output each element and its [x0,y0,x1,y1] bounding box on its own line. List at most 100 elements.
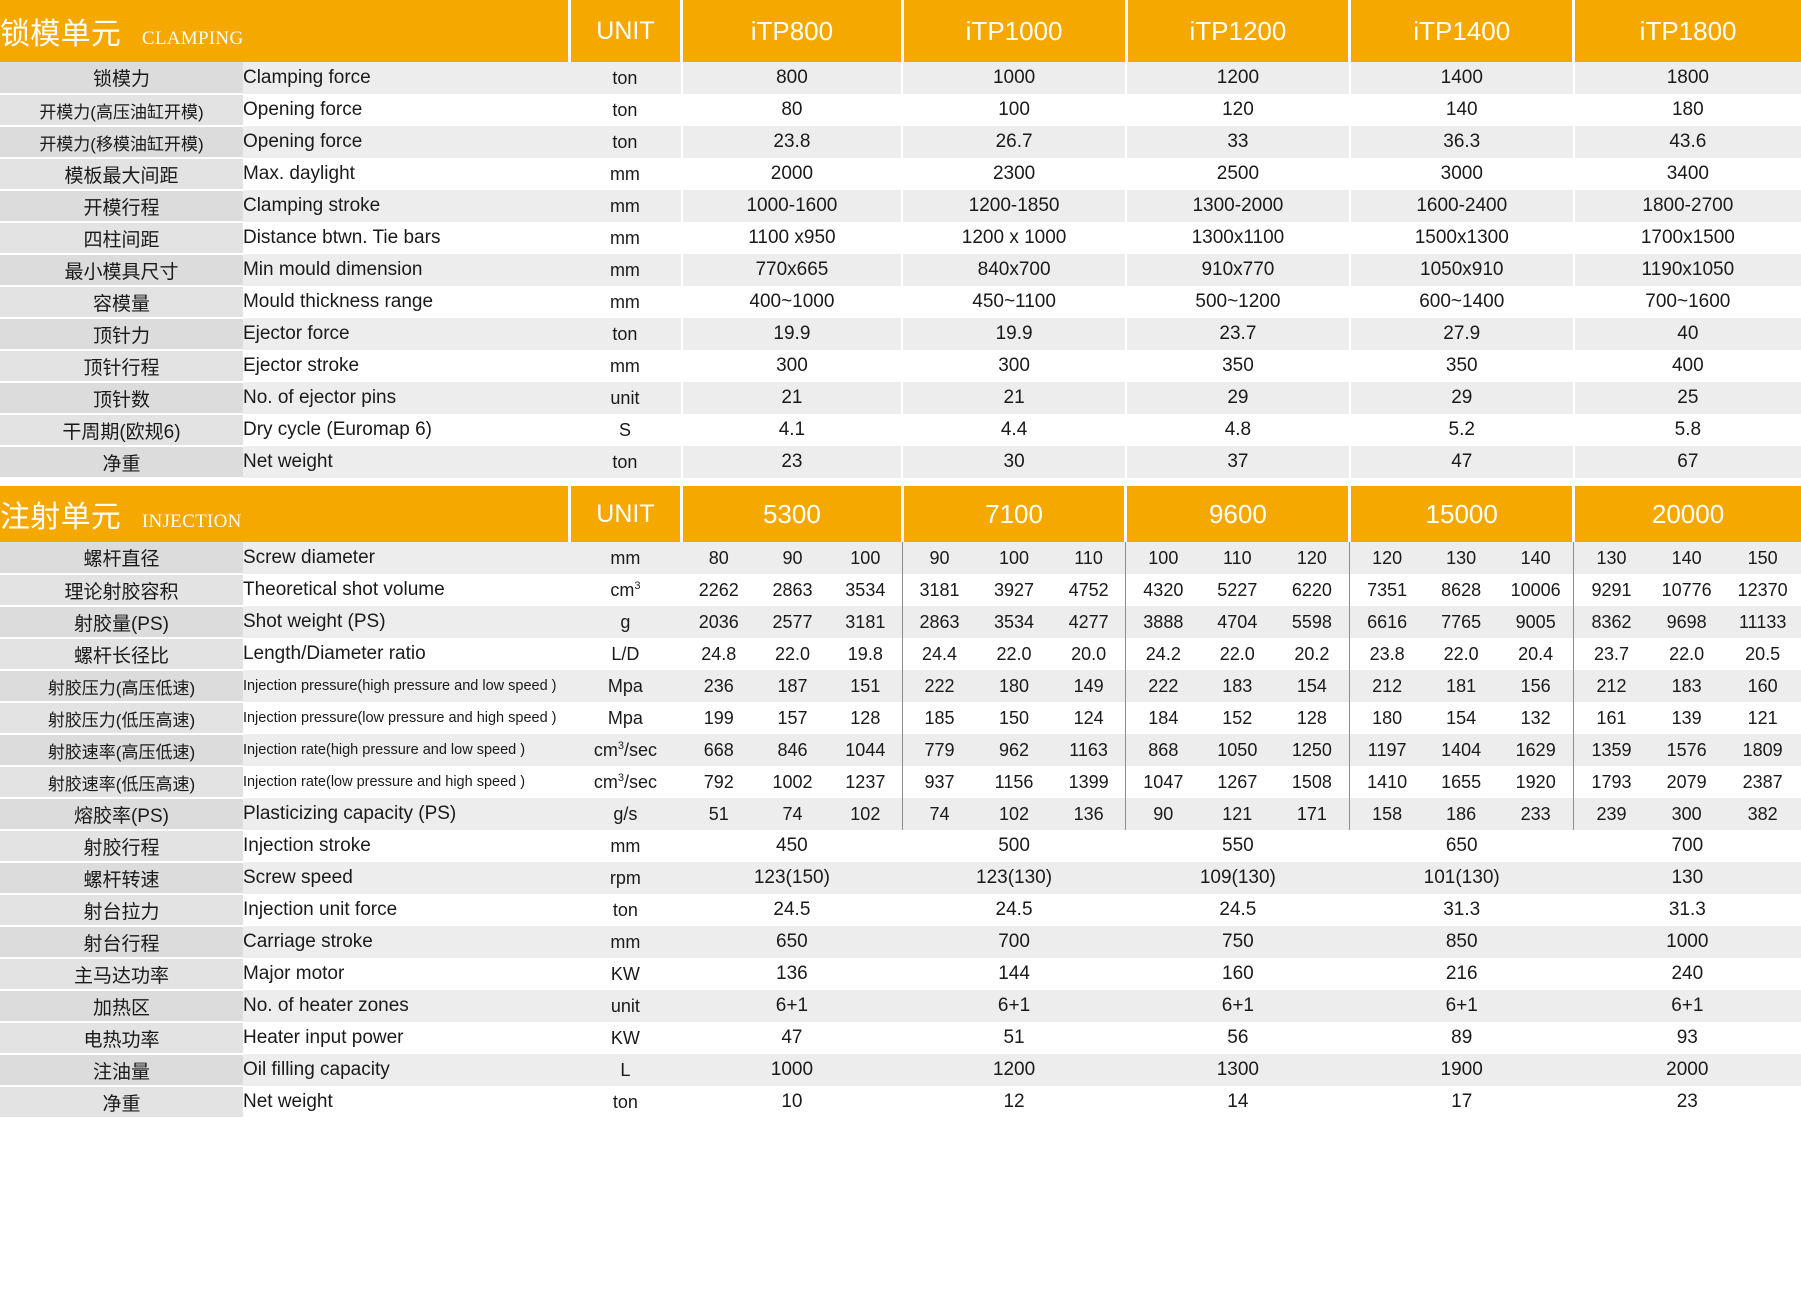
cell-value: 20.0 [1051,638,1126,670]
table-row: 理论射胶容积 Theoretical shot volume cm3 2262 2863… [0,574,1801,607]
cell-value: 3534 [829,574,903,606]
injection-model-header-3: 15000 [1348,486,1574,542]
row-label-cn: 电热功率 [0,1022,243,1055]
cell-value: 10 [681,1086,903,1118]
row-label-cn: 射胶量(PS) [0,606,243,639]
cell-value: 19.9 [901,318,1126,350]
row-label-cn: 螺杆转速 [0,862,243,895]
row-label-cn: 容模量 [0,286,243,319]
cell-value: 1047 [1125,766,1201,798]
row-label-en: Injection pressure(high pressure and low… [242,670,570,702]
cell-value: 222 [901,670,977,702]
cell-value: 100 [829,542,903,574]
cell-value: 1000 [1573,926,1801,958]
cell-value: 1050x910 [1348,254,1574,286]
cell-value: 43.6 [1572,126,1801,158]
cell-value: 1800-2700 [1572,190,1801,222]
cell-value: 74 [755,798,830,830]
injection-title-cn: 注射单元 [0,501,122,534]
injection-title-en: INJECTION [141,511,242,532]
table-row: 射胶压力(高压低速) Injection pressure(high pressu… [0,670,1801,703]
cell-value: 130 [1573,862,1801,894]
row-label-cn: 锁模力 [0,62,243,95]
cell-value: 770x665 [680,254,903,286]
cell-value: 152 [1200,702,1275,734]
cell-value: 1002 [755,766,830,798]
cell-value: 14 [1125,1086,1350,1118]
cell-value: 5.8 [1572,414,1801,446]
cell-value: 9698 [1648,606,1725,638]
cell-value: 109(130) [1125,862,1350,894]
table-row: 模板最大间距 Max. daylight mm 2000 2300 2500 3000 340… [0,158,1801,191]
cell-value: 24.2 [1125,638,1201,670]
cell-value: 1267 [1200,766,1275,798]
cell-value: 1576 [1648,734,1725,766]
cell-value: 6+1 [1125,990,1350,1022]
row-unit: ton [569,318,682,350]
cell-value: 80 [681,542,756,574]
table-row: 容模量 Mould thickness range mm 400~1000 450~11… [0,286,1801,319]
clamping-section-header: 锁模单元 CLAMPING UNIT iTP800 iTP1000 iTP120… [0,0,1801,62]
row-label-en: Net weight [242,446,570,478]
cell-value: 2262 [681,574,756,606]
cell-value: 4320 [1125,574,1201,606]
cell-value: 128 [1274,702,1350,734]
row-unit: unit [569,990,682,1022]
clamping-spec-table: 锁模单元 CLAMPING UNIT iTP800 iTP1000 iTP120… [0,0,1801,479]
cell-value: 1600-2400 [1348,190,1574,222]
cell-value: 1399 [1051,766,1126,798]
cell-value: 9291 [1573,574,1649,606]
cell-value: 36.3 [1348,126,1574,158]
row-unit: mm [569,286,682,318]
cell-value: 74 [901,798,977,830]
cell-value: 12 [902,1086,1126,1118]
cell-value: 110 [1051,542,1126,574]
table-row: 开模力(移模油缸开模) Opening force ton 23.8 26.7 33 36.… [0,126,1801,159]
cell-value: 2036 [681,606,756,638]
cell-value: 350 [1125,350,1350,382]
cell-value: 102 [829,798,903,830]
cell-value: 1629 [1498,734,1574,766]
cell-value: 157 [755,702,830,734]
table-row: 开模行程 Clamping stroke mm 1000-1600 1200-1850 1… [0,190,1801,223]
cell-value: 24.5 [1125,894,1350,926]
row-label-en: Opening force [242,126,570,158]
cell-value: 136 [681,958,903,990]
cell-value: 154 [1424,702,1499,734]
row-unit: ton [569,126,682,158]
injection-model-header-1: 7100 [900,486,1126,542]
cell-value: 1655 [1424,766,1499,798]
cell-value: 181 [1424,670,1499,702]
row-label-cn: 熔胶率(PS) [0,798,243,831]
cell-value: 12370 [1724,574,1801,606]
cell-value: 140 [1648,542,1725,574]
cell-value: 4.4 [901,414,1126,446]
row-label-en: Injection pressure(low pressure and high… [242,702,570,734]
table-row: 射台拉力 Injection unit force ton 24.5 24.5 24.5 3… [0,894,1801,927]
row-label-en: Ejector stroke [242,350,570,382]
cell-value: 382 [1724,798,1801,830]
cell-value: 6220 [1274,574,1350,606]
row-unit: cm3/sec [569,766,682,798]
row-label-en: Shot weight (PS) [242,606,570,638]
row-label-en: Screw speed [242,862,570,894]
row-label-en: Plasticizing capacity (PS) [242,798,570,830]
row-unit: g/s [569,798,682,830]
cell-value: 1300x1100 [1125,222,1350,254]
row-unit: S [569,414,682,446]
cell-value: 8362 [1573,606,1649,638]
cell-value: 161 [1573,702,1649,734]
cell-value: 6+1 [902,990,1126,1022]
table-row: 开模力(高压油缸开模) Opening force ton 80 100 120 140 18… [0,94,1801,127]
row-label-en: Clamping stroke [242,190,570,222]
cell-value: 130 [1424,542,1499,574]
cell-value: 6616 [1349,606,1425,638]
clamping-model-header-0: iTP800 [680,0,903,62]
cell-value: 123(150) [681,862,903,894]
row-unit: KW [569,1022,682,1054]
row-unit: mm [569,542,682,574]
cell-value: 4277 [1051,606,1126,638]
cell-value: 3400 [1572,158,1801,190]
cell-value: 10006 [1498,574,1574,606]
injection-unit-header: UNIT [567,486,682,542]
